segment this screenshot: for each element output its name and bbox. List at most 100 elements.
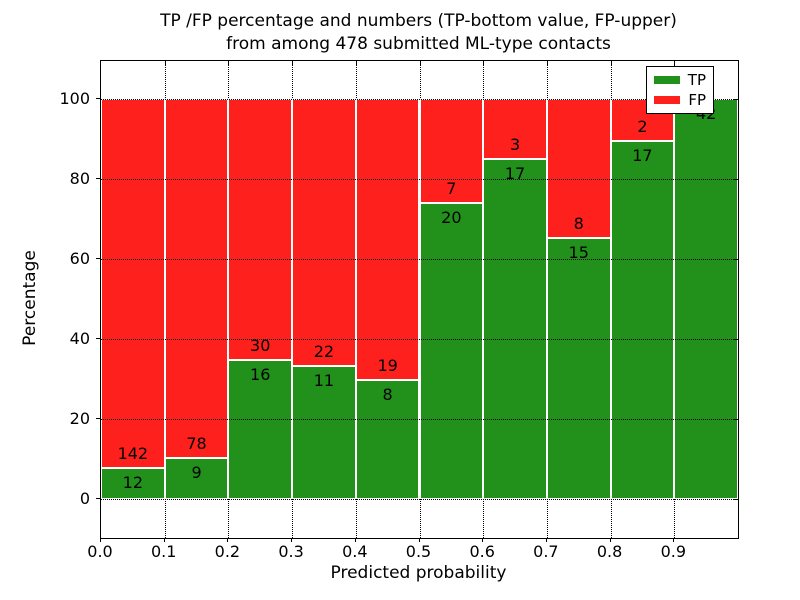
bar-segment-tp (483, 159, 547, 499)
bar-count-fp: 30 (250, 335, 271, 355)
plot-area: 142127893016221119872031781521742 (100, 60, 739, 539)
bar-count-tp: 17 (504, 164, 526, 183)
bar-segment-fp (419, 99, 484, 203)
y-tick-label: 100 (59, 89, 90, 108)
y-tick-label: 0 (79, 489, 90, 508)
x-tick-mark-top (546, 61, 548, 65)
gridline-horizontal (101, 419, 738, 420)
bar-segment-tp (292, 365, 356, 499)
x-tick-mark-bottom (227, 538, 229, 542)
x-tick-mark-bottom (545, 538, 547, 542)
x-tick-mark-bottom (418, 538, 420, 542)
bar-segment-fp (228, 99, 293, 360)
x-tick-mark-top (610, 61, 612, 65)
y-tick-label: 60 (69, 249, 90, 268)
x-tick-mark-top (674, 61, 676, 65)
y-tick-mark-left (96, 338, 100, 339)
y-tick-label: 40 (69, 329, 90, 348)
legend-entry-fp: FP (654, 92, 706, 108)
bar-segment-fp (355, 99, 420, 381)
gridline-horizontal (101, 259, 738, 260)
x-tick-label: 0.9 (660, 542, 687, 561)
x-tick-mark-bottom (163, 538, 165, 542)
gridline-horizontal (101, 499, 738, 500)
y-tick-mark-right (734, 99, 738, 100)
bar-segment-tp (546, 238, 611, 499)
legend-entry-tp: TP (654, 72, 706, 88)
y-tick-label: 20 (69, 409, 90, 428)
bar-count-tp: 8 (382, 385, 393, 405)
x-tick-label: 0.3 (278, 542, 304, 561)
x-tick-mark-top (419, 61, 421, 65)
bar-count-tp: 20 (441, 207, 462, 227)
y-tick-mark-left (96, 498, 100, 499)
x-tick-label: 0.6 (469, 542, 495, 561)
y-tick-mark-left (96, 178, 100, 179)
x-tick-mark-top (483, 61, 485, 65)
y-tick-mark-right (734, 339, 738, 340)
bar-segment-tp (610, 141, 675, 499)
bar-segment-tp (228, 359, 293, 499)
bar-count-tp: 11 (313, 370, 335, 390)
bar-count-tp: 9 (191, 462, 202, 482)
x-tick-label: 0.7 (533, 542, 559, 561)
x-tick-label: 0.2 (214, 542, 241, 561)
chart-title-line1: TP /FP percentage and numbers (TP-bottom… (160, 11, 677, 31)
bar-segment-fp (292, 99, 356, 366)
legend-label-fp: FP (688, 90, 706, 109)
x-axis-label: Predicted probability (330, 563, 507, 583)
legend-swatch-tp-icon (654, 76, 680, 85)
legend-swatch-fp-icon (654, 95, 681, 104)
bar-count-tp: 16 (250, 364, 271, 384)
x-tick-mark-bottom (482, 538, 484, 542)
bar-count-tp: 17 (632, 146, 653, 166)
bar-segment-tp (164, 457, 229, 499)
x-tick-label: 0.8 (596, 542, 623, 561)
bar-count-fp: 3 (509, 135, 521, 154)
chart-title-line2: from among 478 submitted ML-type contact… (226, 34, 611, 54)
x-tick-label: 0.0 (87, 542, 113, 561)
y-tick-label: 80 (69, 169, 90, 188)
bar-count-fp: 8 (573, 214, 584, 234)
legend: TP FP (646, 66, 714, 114)
bar-count-fp: 7 (446, 178, 457, 198)
bar-segment-tp (674, 99, 738, 499)
x-tick-label: 0.4 (342, 542, 368, 561)
bar-count-fp: 2 (637, 117, 648, 137)
x-tick-label: 0.1 (150, 542, 177, 561)
x-tick-label: 0.5 (405, 542, 432, 561)
bar-segment-tp (419, 202, 484, 499)
y-tick-mark-right (734, 179, 738, 180)
x-tick-mark-top (292, 61, 294, 65)
y-tick-mark-right (734, 499, 738, 500)
bar-count-fp: 142 (117, 443, 149, 463)
bar-segment-fp (164, 99, 229, 458)
legend-label-tp: TP (687, 71, 706, 90)
chart-title: TP /FP percentage and numbers (TP-bottom… (100, 10, 737, 56)
y-tick-mark-right (734, 419, 738, 420)
gridline-horizontal (101, 99, 738, 100)
bar-count-fp: 22 (313, 341, 335, 361)
bar-count-tp: 15 (568, 243, 589, 263)
gridline-horizontal (101, 179, 738, 180)
x-tick-mark-bottom (100, 538, 101, 542)
y-tick-mark-left (96, 258, 100, 259)
y-tick-mark-left (96, 98, 100, 99)
x-tick-mark-top (164, 61, 166, 65)
bar-count-fp: 78 (186, 433, 207, 453)
x-tick-mark-top (355, 61, 357, 65)
bar-segment-tp (355, 380, 420, 499)
bar-count-tp: 12 (122, 472, 144, 492)
x-tick-mark-bottom (609, 538, 611, 542)
gridline-horizontal (101, 339, 738, 340)
bar-count-fp: 19 (377, 356, 398, 376)
y-tick-mark-left (96, 418, 100, 419)
x-tick-mark-top (228, 61, 230, 65)
bar-segment-tp (101, 467, 165, 499)
x-tick-mark-bottom (291, 538, 293, 542)
x-tick-mark-bottom (673, 538, 675, 542)
x-tick-mark-bottom (354, 538, 356, 542)
y-tick-mark-right (734, 259, 738, 260)
bar-segment-fp (101, 99, 165, 468)
